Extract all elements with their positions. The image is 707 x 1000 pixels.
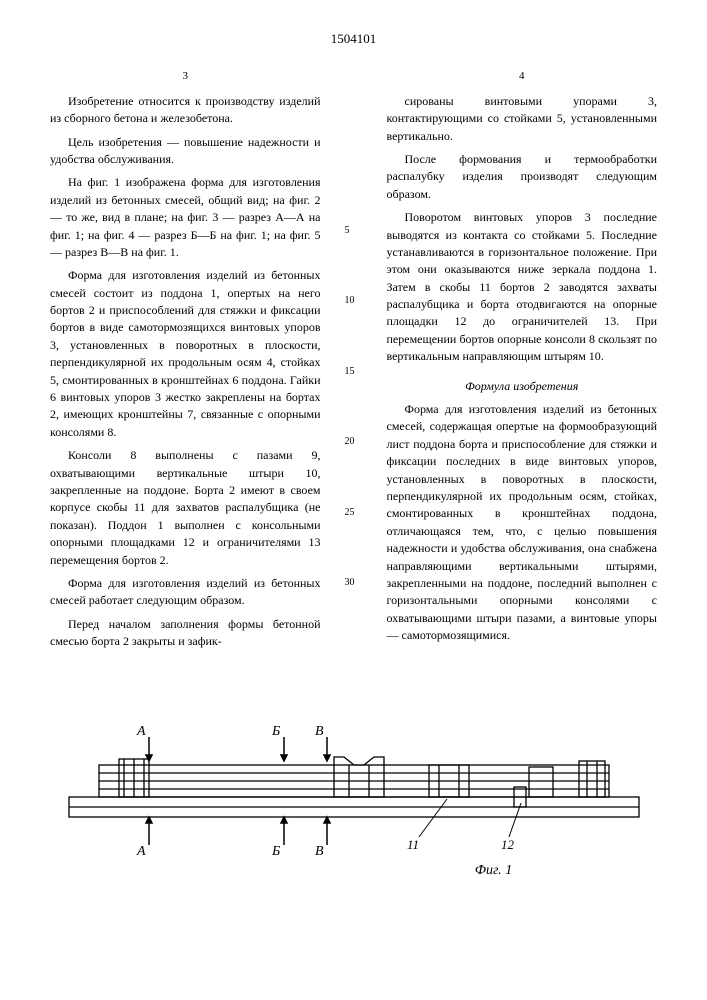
paragraph: Перед началом заполнения формы бетонной … [50,616,321,651]
line-tick: 30 [345,576,363,591]
document-number: 1504101 [50,30,657,49]
right-column: 4 сированы винтовыми упорами 3, контакти… [387,69,658,657]
section-label-A-top: А [136,724,146,739]
line-tick: 25 [345,506,363,521]
paragraph: Форма для изготовления изделий из бетонн… [50,575,321,610]
line-tick: 20 [345,435,363,450]
section-label-B-top: Б [271,724,280,739]
paragraph: Поворотом винтовых упоров 3 последние вы… [387,209,658,366]
technical-drawing: А Б В А Б В 11 12 [59,717,649,857]
callout-11: 11 [407,837,419,852]
paragraph: Цель изобретения — повышение надежности … [50,134,321,169]
line-tick: 5 [345,224,363,239]
left-column: 3 Изобретение относится к производству и… [50,69,321,657]
paragraph: Консоли 8 выполнены с пазами 9, охватыва… [50,447,321,569]
right-col-number: 4 [387,69,658,85]
paragraph: После формования и термообработки распал… [387,151,658,203]
section-label-A-bot: А [136,844,146,857]
paragraph: сированы винтовыми упорами 3, контактиру… [387,93,658,145]
figure-1: А Б В А Б В 11 12 Фиг. 1 [50,717,657,881]
line-number-gutter: 5 10 15 20 25 30 [345,69,363,657]
paragraph: Форма для изготовления изделий из бетонн… [50,267,321,441]
left-col-number: 3 [50,69,321,85]
section-label-V-bot: В [315,844,324,857]
paragraph: На фиг. 1 изображена форма для изготовле… [50,174,321,261]
section-label-V-top: В [315,724,324,739]
two-column-layout: 3 Изобретение относится к производству и… [50,69,657,657]
line-tick: 10 [345,294,363,309]
callout-12: 12 [501,837,515,852]
paragraph: Изобретение относится к производству изд… [50,93,321,128]
line-tick: 15 [345,365,363,380]
claim-paragraph: Форма для изготовления изделий из бетонн… [387,401,658,644]
formula-title: Формула изобретения [387,378,658,395]
figure-label: Фиг. 1 [330,861,657,881]
section-label-B-bot: Б [271,844,280,857]
